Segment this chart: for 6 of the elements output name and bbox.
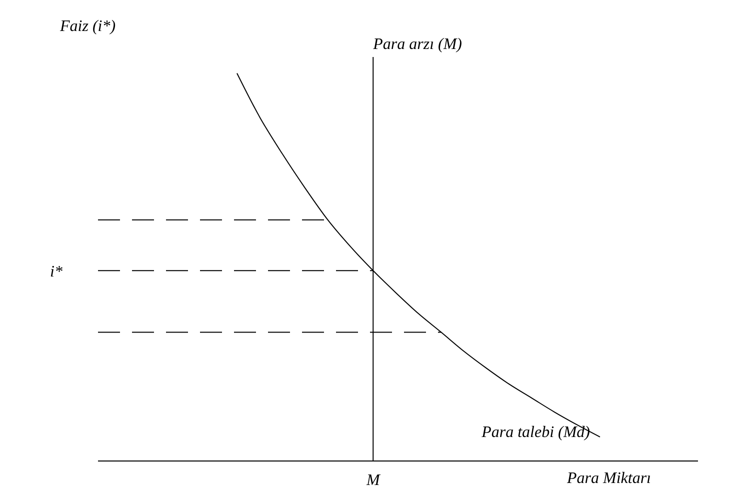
text: M [365,472,382,489]
text: Faiz (i*) [60,18,116,36]
x-axis-title: Para Miktarı [567,470,651,488]
text: Para arzı (M) [372,36,462,53]
series-label: Para talebi (Md) [480,424,590,441]
ref-line-label: i* [50,264,62,281]
